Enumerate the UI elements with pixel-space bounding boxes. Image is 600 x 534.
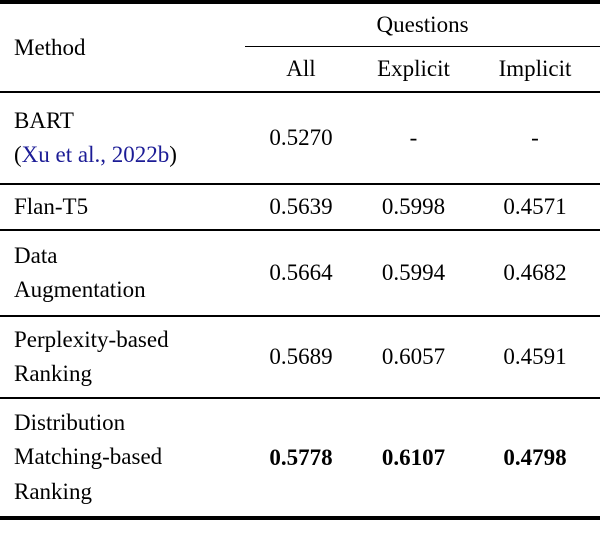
method-cell: Distribution Matching-based Ranking — [0, 398, 245, 518]
value-explicit: 0.5994 — [381, 260, 446, 285]
value-all: 0.5664 — [269, 260, 333, 285]
method-name: Flan-T5 — [14, 193, 89, 219]
method-column-header: Method — [14, 34, 86, 60]
col-header-all: All — [286, 55, 316, 81]
citation-paren-open: ( — [14, 142, 22, 167]
table-row-data-augmentation: Data Augmentation 0.5664 0.5994 0.4682 — [0, 230, 600, 316]
col-header-explicit: Explicit — [377, 55, 450, 81]
method-name: BART — [14, 107, 74, 133]
method-cell: Perplexity-based Ranking — [0, 316, 245, 398]
table-row-flan-t5: Flan-T5 0.5639 0.5998 0.4571 — [0, 184, 600, 230]
table-header: Method Questions All Explicit Implicit — [0, 2, 600, 92]
results-table: Method Questions All Explicit Implicit B… — [0, 0, 600, 520]
value-implicit: 0.4798 — [503, 444, 567, 470]
method-name-line: Matching-based — [14, 444, 163, 470]
method-cell: Flan-T5 — [0, 184, 245, 230]
value-all: 0.5778 — [269, 444, 333, 470]
method-name-line: Data — [14, 242, 58, 268]
method-cell: BART (Xu et al., 2022b) — [0, 92, 245, 184]
questions-group-header: Questions — [245, 2, 600, 47]
table-body: BART (Xu et al., 2022b) 0.5270 - - Flan-… — [0, 92, 600, 518]
method-citation: (Xu et al., 2022b) — [14, 138, 245, 173]
method-cell: Data Augmentation — [0, 230, 245, 316]
value-implicit: 0.4682 — [503, 260, 567, 285]
citation-link[interactable]: Xu et al., 2022b — [21, 142, 170, 167]
value-explicit: - — [409, 125, 418, 150]
method-name-line: Augmentation — [14, 277, 146, 302]
method-name-line: Ranking — [14, 361, 92, 386]
value-all: 0.5270 — [269, 125, 333, 150]
value-all: 0.5639 — [269, 194, 333, 219]
method-name-line: Perplexity-based — [14, 326, 169, 352]
value-implicit: 0.4571 — [503, 194, 567, 219]
citation-paren-close: ) — [169, 142, 177, 167]
header-columns-row: All Explicit Implicit — [0, 46, 600, 92]
header-group-row: Method Questions — [0, 2, 600, 60]
value-implicit: - — [531, 125, 539, 150]
table-row-bart: BART (Xu et al., 2022b) 0.5270 - - — [0, 92, 600, 184]
value-all: 0.5689 — [269, 344, 333, 369]
value-explicit: 0.5998 — [381, 194, 446, 219]
table-row-perplexity-ranking: Perplexity-based Ranking 0.5689 0.6057 0… — [0, 316, 600, 398]
value-explicit: 0.6057 — [381, 344, 446, 369]
col-header-implicit: Implicit — [498, 55, 572, 81]
value-explicit: 0.6107 — [381, 444, 446, 470]
value-implicit: 0.4591 — [503, 344, 567, 369]
method-name-line: Ranking — [14, 478, 92, 504]
method-name-line: Distribution — [14, 409, 126, 435]
table-row-distribution-matching-ranking: Distribution Matching-based Ranking 0.57… — [0, 398, 600, 518]
